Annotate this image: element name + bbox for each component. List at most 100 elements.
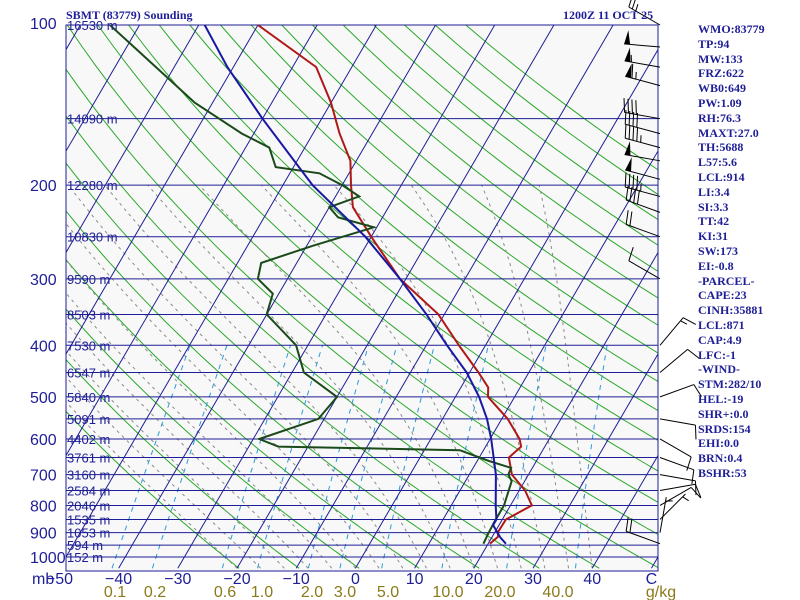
height-label: 152 m — [67, 550, 103, 565]
wind-barb-flag — [625, 210, 629, 225]
sounding-index: LCL:914 — [698, 169, 745, 184]
wind-barb-staff — [628, 260, 661, 280]
sounding-index: L57:5.6 — [698, 155, 737, 170]
wind-barb-flag — [623, 98, 626, 113]
wind-barbs — [623, 0, 702, 545]
wind-barb — [625, 210, 661, 238]
mixing-ratio-line — [111, 345, 191, 569]
wind-barb — [659, 487, 702, 506]
wind-barb-staff — [624, 60, 661, 68]
dry-adiabat — [373, 25, 658, 246]
sounding-index: RH:76.3 — [698, 110, 741, 125]
height-label: 5840 m — [67, 390, 110, 405]
sounding-index: TT:42 — [698, 214, 730, 229]
dewpoint-trace — [109, 25, 513, 545]
wind-barb — [625, 185, 661, 213]
height-label: 6547 m — [67, 366, 110, 381]
wind-barb — [625, 517, 661, 545]
sounding-index: -PARCEL- — [698, 273, 755, 288]
height-label: 594 m — [67, 538, 103, 553]
dry-adiabat — [66, 258, 420, 569]
wind-barb-staff — [625, 123, 661, 135]
wind-barb — [624, 123, 661, 149]
mixing-ratio-line — [257, 345, 323, 569]
sounding-title: SBMT (83779) Sounding — [66, 8, 193, 22]
mixing-ratio-tick-label: 2.0 — [301, 584, 323, 600]
dry-adiabat — [312, 25, 658, 299]
height-label: 8503 m — [67, 307, 110, 322]
dry-adiabat — [158, 25, 658, 441]
mixing-ratio-line — [307, 345, 369, 569]
pressure-tick-label: 400 — [30, 338, 57, 355]
plot-frame — [65, 24, 659, 572]
sounding-index: TP:94 — [698, 36, 730, 51]
isotherm-line — [177, 25, 496, 569]
temperature-tick-label: −30 — [164, 571, 191, 588]
wind-barb-staff — [626, 223, 661, 238]
wind-barb — [628, 247, 661, 280]
mixing-ratio-line — [381, 345, 435, 569]
height-label: 2046 m — [67, 498, 110, 513]
mixing-ratio-unit: g/kg — [646, 584, 676, 600]
pressure-tick-label: 100 — [30, 16, 57, 33]
pressure-tick-label: 1000 — [30, 550, 66, 567]
isotherm-line — [591, 454, 658, 569]
dry-adiabat — [66, 410, 240, 569]
wind-barb-flag — [693, 384, 702, 397]
height-label: 9590 m — [67, 272, 110, 287]
sounding-index: LI:3.4 — [698, 184, 730, 199]
pressure-tick-label: 700 — [30, 468, 57, 485]
sounding-index: CAPE:23 — [698, 288, 747, 303]
wind-barb-flag — [691, 469, 695, 485]
dry-adiabats — [66, 25, 658, 569]
moist-adiabat — [147, 184, 451, 569]
wind-barb-staff — [659, 438, 692, 458]
wind-barb-flag — [624, 172, 627, 188]
mixing-ratio-line — [441, 345, 489, 569]
pressure-tick-label: 800 — [30, 498, 57, 515]
sounding-index: EI:-0.8 — [698, 258, 734, 273]
temperature-tick-label: −10 — [283, 571, 310, 588]
dry-adiabat — [189, 25, 658, 412]
sounding-profiles — [109, 25, 534, 545]
dry-adiabat — [66, 358, 300, 569]
dry-adiabat — [66, 162, 540, 569]
isotherm-line — [295, 25, 614, 569]
moist-adiabat — [66, 222, 380, 569]
isotherm-line — [354, 48, 658, 569]
temperature-tick-label: 40 — [583, 571, 601, 588]
wind-barb-staff — [659, 483, 696, 492]
height-label: 2584 m — [67, 484, 110, 499]
wind-barb-flag — [629, 518, 633, 533]
wind-barb-flag — [636, 189, 640, 205]
sounding-index: WMO:83779 — [698, 22, 765, 36]
height-label: 16530 m — [67, 18, 118, 33]
mixing-ratio-tick-label: 10.0 — [432, 584, 463, 600]
wind-barb — [624, 30, 661, 48]
wind-barb-staff — [626, 530, 661, 545]
mixing-ratio-tick-label: 20.0 — [484, 584, 515, 600]
temperature-axis-unit: C — [646, 571, 658, 588]
isobar-lines — [65, 24, 659, 572]
moist-adiabat — [481, 184, 569, 569]
pressure-tick-label: 900 — [30, 526, 57, 543]
sounding-index: CAP:4.9 — [698, 332, 742, 347]
temperature-tick-label: −50 — [46, 571, 73, 588]
mixing-ratio-line — [506, 345, 547, 569]
wind-barb-pennant — [625, 63, 632, 78]
moist-adiabat — [538, 184, 593, 569]
height-label: 5091 m — [67, 412, 110, 427]
height-label: 1535 m — [67, 512, 110, 527]
wind-barb-flag — [687, 348, 700, 359]
wind-barb-pennant — [624, 47, 631, 62]
isotherm-lines — [66, 25, 658, 569]
height-label: 3761 m — [67, 450, 110, 465]
mixing-ratio-tick-label: 5.0 — [377, 584, 399, 600]
temperature-tick-label: 30 — [524, 571, 542, 588]
wind-barb — [659, 317, 697, 346]
sounding-index: HEL:-19 — [698, 391, 744, 406]
height-label: 1053 m — [67, 526, 110, 541]
isotherm-line — [66, 25, 318, 457]
wind-barb-flag — [694, 480, 697, 496]
